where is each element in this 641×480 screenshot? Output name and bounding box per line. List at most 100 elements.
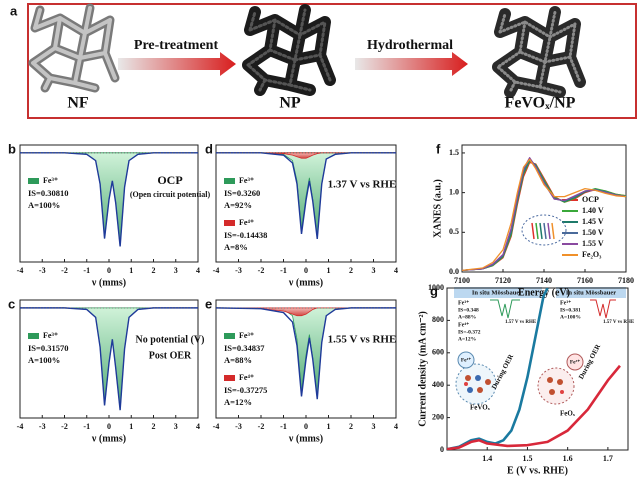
component-param: IS=-0.14438: [224, 230, 267, 240]
x-tick-label: 1.7: [603, 454, 613, 463]
x-tick-label: -2: [258, 422, 265, 431]
inset-header: [556, 287, 626, 298]
annotation: (Open circuit potential): [130, 190, 211, 199]
annotation: In situ Mössbauer: [566, 289, 616, 296]
legend-label: Fe³⁺: [239, 331, 254, 340]
x-tick-label: 7140: [536, 276, 552, 285]
y-axis-label: Current density (mA cm⁻²): [417, 311, 428, 427]
legend-label: 1.45 V: [582, 217, 604, 226]
annotation: 1.57 V vs RHE: [603, 320, 635, 325]
arrow: [355, 52, 468, 76]
x-tick-label: 1.6: [563, 454, 573, 463]
edge-inset: [521, 214, 567, 246]
x-tick-label: -1: [280, 422, 287, 431]
panel-label: a: [10, 3, 18, 18]
legend-swatch: [224, 333, 235, 339]
x-tick-label: -2: [61, 266, 68, 275]
legend-label: 1.55 V: [582, 239, 604, 248]
legend-label: Fe⁴⁺: [239, 373, 254, 382]
component-param: IS=0.31570: [28, 343, 69, 353]
y-tick-label: 1.0: [449, 187, 459, 196]
x-tick-label: -4: [17, 422, 24, 431]
structure-inset: [537, 367, 575, 405]
series-line: [447, 364, 621, 450]
x-tick-label: 1.4: [482, 454, 492, 463]
annotation: IS=-0.372: [458, 329, 481, 335]
x-tick-label: 2: [152, 266, 156, 275]
legend-swatch: [224, 220, 235, 226]
structure: [464, 375, 564, 395]
y-tick-label: 0.5: [449, 227, 459, 236]
inset-line: [535, 222, 539, 240]
x-tick-label: 2: [349, 422, 353, 431]
annotation: 1.37 V vs RHE: [328, 179, 397, 191]
legend-label: 1.40 V: [582, 206, 604, 215]
inset-line: [539, 222, 543, 240]
annotation: Post OER: [149, 350, 192, 361]
annotation: A=100%: [560, 314, 581, 320]
inset-line: [551, 222, 555, 240]
inset-header: [454, 287, 542, 298]
legend-label: OCP: [582, 195, 599, 204]
x-tick-label: 7160: [577, 276, 593, 285]
y-tick-label: 800: [432, 315, 444, 324]
x-tick-label: 1: [327, 266, 331, 275]
component-param: A=100%: [28, 355, 60, 365]
x-tick-label: -4: [17, 266, 24, 275]
x-tick-label: 4: [196, 422, 200, 431]
x-tick-label: -4: [213, 266, 220, 275]
structure-inset: [455, 363, 497, 405]
inset-spectrum: [490, 299, 520, 319]
fit-line: [215, 307, 396, 400]
x-tick-label: -3: [235, 266, 242, 275]
inset-outline: [521, 214, 567, 246]
inset-line: [531, 222, 535, 240]
ion-bubble: [566, 353, 584, 371]
fit-line: [20, 307, 198, 411]
x-tick-label: -1: [83, 266, 90, 275]
annotation: Fe³⁺: [458, 299, 469, 306]
plot-frame: [446, 287, 629, 451]
component-param: A=88%: [224, 355, 252, 365]
x-axis-label: ν (mms): [288, 277, 323, 288]
x-tick-label: -3: [39, 266, 46, 275]
component-param: IS=0.30810: [28, 188, 69, 198]
y-tick-label: 400: [432, 380, 444, 389]
component-param: A=100%: [28, 200, 60, 210]
y-tick-label: 600: [432, 348, 444, 357]
step-label: Hydrothermal: [367, 38, 453, 53]
x-tick-label: -2: [258, 266, 265, 275]
annotation: FeVOₓ: [470, 404, 491, 412]
x-tick-label: 1.5: [522, 454, 532, 463]
y-tick-label: 0: [440, 445, 444, 454]
x-tick-label: -3: [39, 422, 46, 431]
x-axis-label: ν (mms): [288, 433, 323, 444]
component-param: IS=-0.37275: [224, 385, 267, 395]
fit-line: [216, 152, 396, 239]
x-axis-label: E (V vs. RHE): [507, 465, 568, 476]
x-tick-label: 3: [372, 422, 376, 431]
inset-line: [547, 222, 551, 240]
x-tick-label: 2: [152, 422, 156, 431]
legend-label: Fe³⁺: [239, 176, 254, 185]
material-label: NF: [67, 95, 89, 112]
x-tick-label: 3: [174, 266, 178, 275]
inset-line: [543, 222, 547, 240]
x-axis-label: ν (mms): [91, 277, 126, 288]
arrow: [118, 52, 236, 76]
x-tick-label: -4: [213, 422, 220, 431]
annotation: OCP: [157, 173, 182, 187]
x-tick-label: 0: [304, 422, 308, 431]
y-tick-label: 200: [432, 412, 444, 421]
series-line: [462, 158, 626, 272]
x-tick-label: 7100: [454, 276, 470, 285]
x-tick-label: 3: [372, 266, 376, 275]
x-tick-label: 4: [196, 266, 200, 275]
annotation: No potential (V): [136, 334, 205, 345]
annotation: A=12%: [458, 336, 476, 342]
legend-label: Fe₂O₃: [582, 250, 602, 259]
material-label: NP: [279, 95, 301, 112]
legend-swatch: [28, 333, 39, 339]
legend-swatch: [28, 178, 39, 184]
annotation: In situ Mössbauer: [472, 289, 522, 296]
